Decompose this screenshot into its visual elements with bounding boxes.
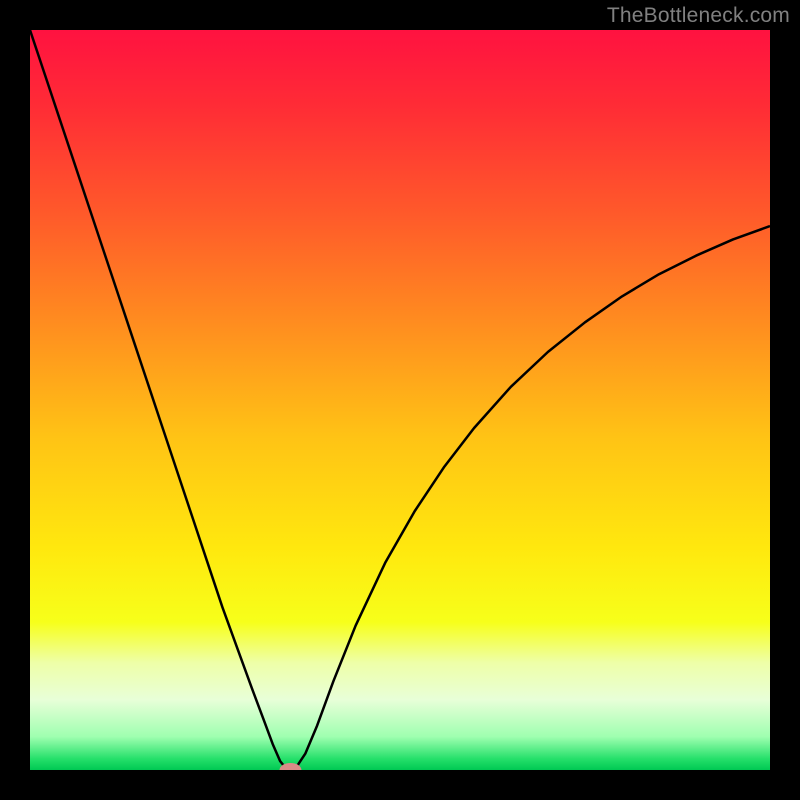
watermark-text: TheBottleneck.com (607, 4, 790, 28)
chart-area (30, 30, 770, 770)
outer-frame: TheBottleneck.com (0, 0, 800, 800)
bottleneck-chart-svg (30, 30, 770, 770)
gradient-background (30, 30, 770, 770)
